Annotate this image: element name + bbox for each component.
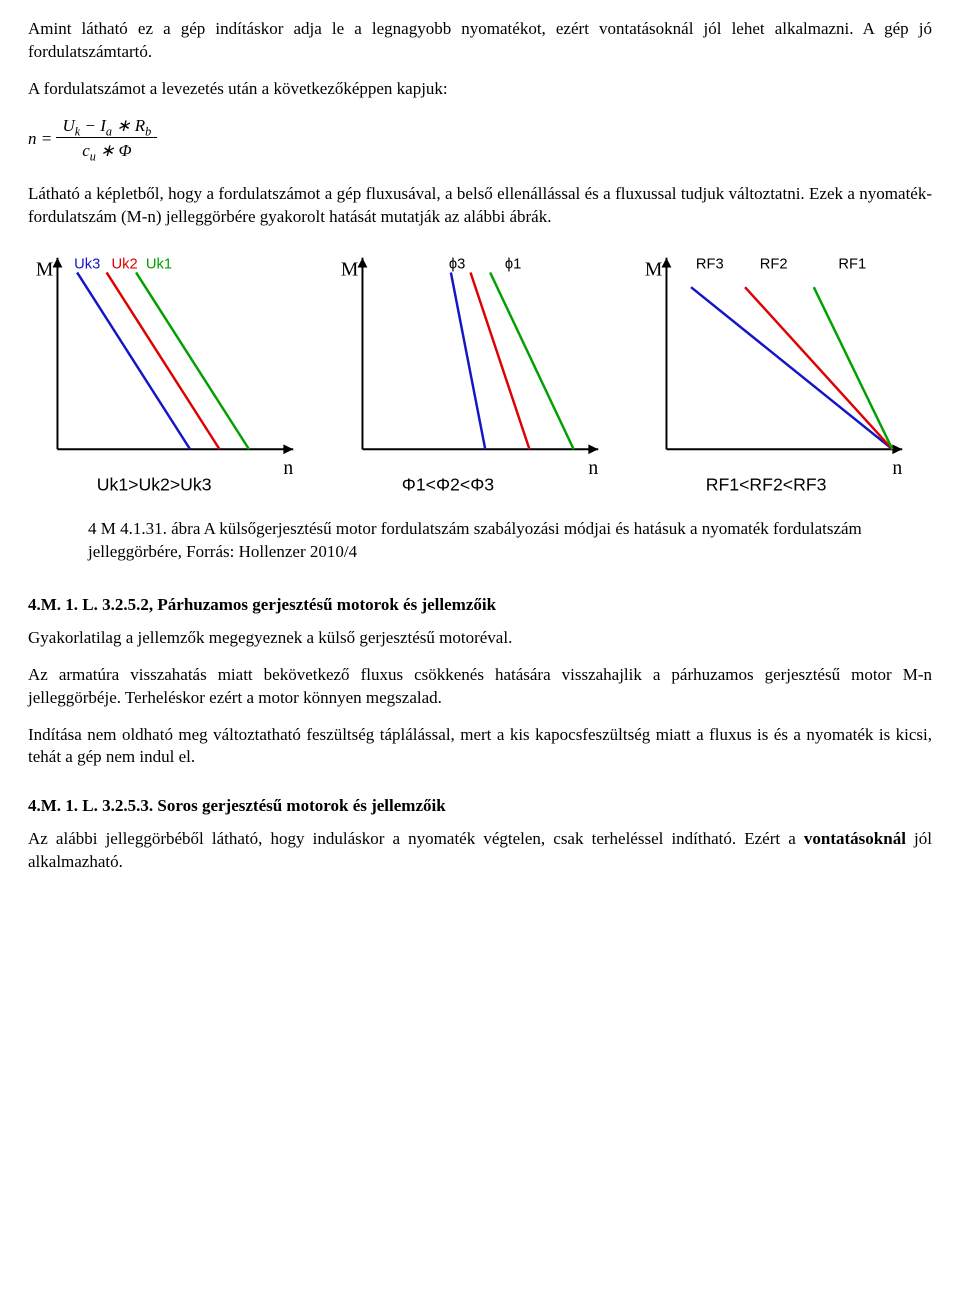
mn-chart-panel-2: Mn ϕ3 ϕ1 Φ1<Φ2<Φ3 xyxy=(333,243,628,498)
svg-text:RF1<RF2<RF3: RF1<RF2<RF3 xyxy=(706,474,827,494)
svg-text:RF1: RF1 xyxy=(839,256,867,272)
svg-text:n: n xyxy=(283,456,293,478)
formula-numerator: Uk − Ia ∗ Rb xyxy=(56,116,157,138)
figure-caption: 4 M 4.1.31. ábra A külsőgerjesztésű moto… xyxy=(88,518,868,564)
formula-lhs: n = xyxy=(28,129,52,148)
svg-text:n: n xyxy=(588,456,598,478)
rpm-formula: n = Uk − Ia ∗ Rb cu ∗ Φ xyxy=(28,115,932,165)
series-para-a: Az alábbi jelleggörbéből látható, hogy i… xyxy=(28,829,804,848)
svg-text:M: M xyxy=(645,258,662,280)
svg-text:ϕ3: ϕ3 xyxy=(449,256,465,272)
series-para-bold: vontatásoknál xyxy=(804,829,906,848)
mn-chart-panel-1: Mn Uk3 Uk2 Uk1 Uk1>Uk2>Uk3 xyxy=(28,243,323,498)
mn-chart-panel-3: Mn RF3 RF2 RF1 RF1<RF2<RF3 xyxy=(637,243,932,498)
svg-text:Uk2: Uk2 xyxy=(111,256,137,272)
intro-para-1: Amint látható ez a gép indításkor adja l… xyxy=(28,18,932,64)
svg-text:Φ1<Φ2<Φ3: Φ1<Φ2<Φ3 xyxy=(401,474,494,494)
svg-text:Uk3: Uk3 xyxy=(74,256,100,272)
parallel-para-3: Indítása nem oldható meg változtatható f… xyxy=(28,724,932,770)
svg-text:M: M xyxy=(36,258,53,280)
svg-text:RF3: RF3 xyxy=(696,256,724,272)
parallel-para-1: Gyakorlatilag a jellemzők megegyeznek a … xyxy=(28,627,932,650)
parallel-para-2: Az armatúra visszahatás miatt bekövetkez… xyxy=(28,664,932,710)
svg-text:M: M xyxy=(341,258,358,280)
section-heading-parallel: 4.M. 1. L. 3.2.5.2, Párhuzamos gerjeszté… xyxy=(28,594,932,617)
explain-para: Látható a képletből, hogy a fordulatszám… xyxy=(28,183,932,229)
mn-charts: Mn Uk3 Uk2 Uk1 Uk1>Uk2>Uk3 Mn ϕ3 ϕ1 Φ1<Φ2<Φ3 Mn RF… xyxy=(28,243,932,498)
intro-para-2: A fordulatszámot a levezetés után a köve… xyxy=(28,78,932,101)
section-heading-series: 4.M. 1. L. 3.2.5.3. Soros gerjesztésű mo… xyxy=(28,795,932,818)
svg-text:ϕ1: ϕ1 xyxy=(505,256,521,272)
svg-text:Uk1>Uk2>Uk3: Uk1>Uk2>Uk3 xyxy=(97,474,212,494)
svg-text:n: n xyxy=(893,456,903,478)
formula-denominator: cu ∗ Φ xyxy=(76,139,137,160)
series-para: Az alábbi jelleggörbéből látható, hogy i… xyxy=(28,828,932,874)
svg-text:Uk1: Uk1 xyxy=(146,256,172,272)
svg-text:RF2: RF2 xyxy=(760,256,788,272)
